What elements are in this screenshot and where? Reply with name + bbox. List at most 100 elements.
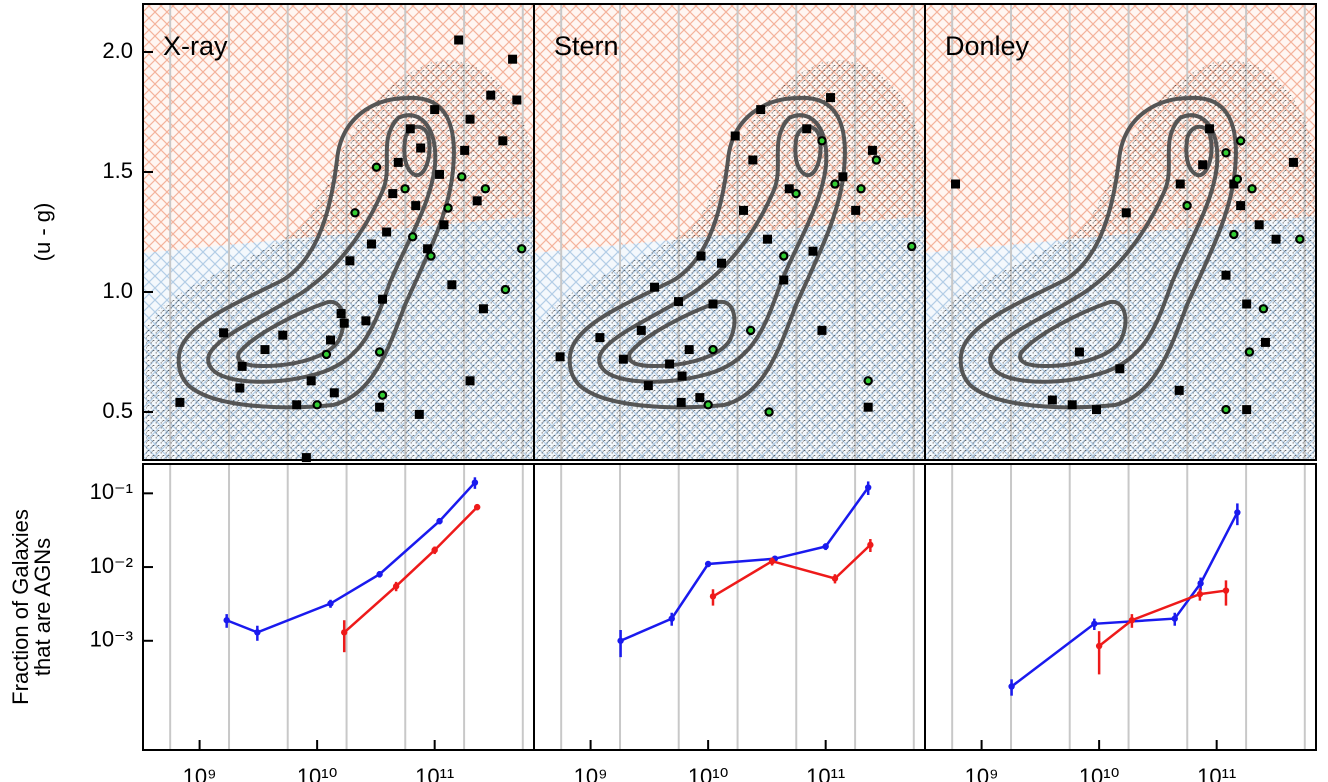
- point: [1008, 683, 1015, 690]
- x-tick-label: 10⁹: [574, 764, 608, 782]
- series-line: [1010, 511, 1239, 688]
- point: [745, 325, 756, 336]
- panel-title: Donley: [945, 31, 1030, 61]
- point: [676, 397, 686, 407]
- point: [500, 284, 511, 295]
- point: [306, 376, 316, 386]
- point: [802, 124, 812, 134]
- point: [454, 35, 464, 45]
- x-tick-label: 10¹⁰: [1079, 764, 1120, 782]
- point: [423, 244, 433, 254]
- point: [411, 201, 421, 211]
- point: [748, 155, 758, 165]
- point: [1175, 179, 1185, 189]
- point: [830, 179, 840, 189]
- point: [326, 335, 336, 345]
- point: [457, 172, 467, 182]
- point: [371, 162, 382, 172]
- point: [1221, 270, 1231, 280]
- point: [1128, 617, 1136, 624]
- point: [472, 196, 482, 206]
- point: [516, 244, 527, 254]
- point: [851, 205, 861, 215]
- x-tick-label: 10¹¹: [415, 764, 454, 782]
- point: [768, 558, 776, 565]
- point: [791, 188, 801, 199]
- point: [508, 54, 518, 64]
- point: [674, 297, 684, 307]
- axes: X-ray 0.5 1.0 1.5 2.0 (u - g) Stern Donley 10⁻³ 1…: [8, 3, 1317, 782]
- point: [665, 359, 675, 369]
- y-tick-label: 2.0: [102, 38, 133, 63]
- point: [817, 325, 827, 335]
- point: [779, 251, 789, 261]
- point: [1047, 395, 1057, 405]
- point: [856, 184, 866, 194]
- x-tick-label: 10¹⁰: [688, 764, 729, 782]
- point: [951, 179, 961, 189]
- x-tick-label: 10¹¹: [1197, 764, 1236, 782]
- point: [617, 637, 624, 644]
- point: [764, 407, 774, 417]
- y-axis-label: that are AGNs: [30, 538, 55, 676]
- point: [460, 145, 470, 155]
- point: [336, 309, 346, 319]
- point: [1205, 124, 1215, 134]
- point: [636, 325, 646, 335]
- point: [1271, 234, 1281, 244]
- y-tick-label: 1.0: [102, 278, 133, 303]
- point: [393, 157, 403, 167]
- point: [1092, 405, 1102, 415]
- point: [512, 95, 522, 105]
- point: [278, 330, 288, 340]
- point: [375, 402, 385, 412]
- point: [480, 184, 491, 194]
- point: [867, 541, 874, 549]
- point: [1074, 347, 1084, 357]
- point: [708, 299, 718, 309]
- point: [486, 90, 496, 100]
- point: [1196, 590, 1204, 598]
- point: [756, 105, 766, 115]
- x-tick-label: 10⁹: [183, 764, 217, 782]
- point: [465, 376, 475, 386]
- point: [826, 93, 836, 103]
- point: [416, 143, 426, 153]
- point: [618, 354, 628, 364]
- point: [1260, 337, 1270, 347]
- point: [254, 629, 261, 636]
- point: [863, 402, 873, 412]
- point: [175, 397, 185, 407]
- point: [1197, 580, 1204, 587]
- point: [1095, 642, 1103, 650]
- y-axis-label: Fraction of Galaxies: [8, 509, 33, 705]
- point: [1288, 157, 1298, 167]
- point: [414, 409, 424, 419]
- x-tick-label: 10¹¹: [806, 764, 845, 782]
- point: [260, 345, 270, 355]
- point: [1235, 136, 1246, 146]
- point: [237, 361, 247, 371]
- point: [808, 246, 818, 256]
- point: [329, 388, 339, 398]
- point: [1221, 404, 1231, 415]
- point: [668, 615, 675, 622]
- point: [1234, 509, 1241, 516]
- point: [1182, 200, 1192, 211]
- point: [443, 203, 453, 213]
- point: [405, 124, 415, 134]
- point: [1229, 229, 1239, 240]
- point: [436, 517, 443, 525]
- point: [439, 220, 449, 230]
- point: [650, 282, 660, 292]
- point: [382, 227, 392, 237]
- y-tick-label: 10⁻²: [90, 553, 133, 578]
- point: [643, 381, 653, 391]
- point: [555, 352, 565, 362]
- x-tick-label: 10¹⁰: [297, 764, 338, 782]
- point: [907, 241, 917, 252]
- series-line: [620, 486, 870, 642]
- y-axis-label: (u - g): [30, 203, 55, 262]
- point: [377, 390, 388, 400]
